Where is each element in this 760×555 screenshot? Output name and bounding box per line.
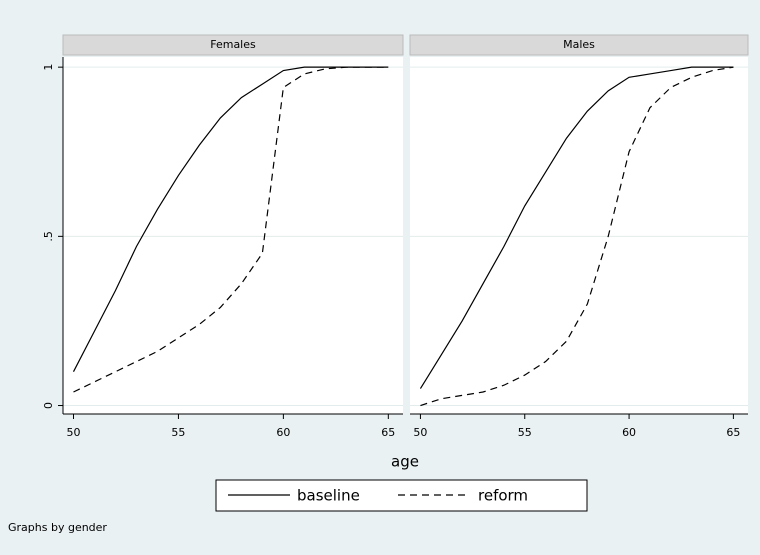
plot-area [63, 57, 403, 414]
y-tick-label: 1 [42, 64, 55, 71]
panel-title: Males [563, 38, 595, 51]
panel-title: Females [210, 38, 256, 51]
x-tick-label: 55 [171, 426, 185, 439]
y-tick-label: 0 [42, 402, 55, 409]
x-tick-label: 60 [622, 426, 636, 439]
plot-area [410, 57, 748, 414]
line-series [73, 66, 389, 393]
x-axis-label: age [391, 453, 419, 471]
line-series [72, 66, 389, 372]
note: Graphs by gender [8, 521, 107, 534]
x-tick-label: 50 [413, 426, 427, 439]
line-series [419, 66, 734, 389]
strip [62, 34, 404, 56]
legend-label: reform [478, 487, 528, 505]
x-tick-label: 65 [726, 426, 740, 439]
line-series [420, 66, 734, 407]
strip [409, 34, 749, 56]
legend-label: baseline [297, 487, 360, 505]
x-tick-label: 60 [276, 426, 290, 439]
y-tick-label: .5 [42, 231, 55, 242]
x-tick-label: 50 [66, 426, 80, 439]
x-tick-label: 65 [381, 426, 395, 439]
x-tick-label: 55 [518, 426, 532, 439]
